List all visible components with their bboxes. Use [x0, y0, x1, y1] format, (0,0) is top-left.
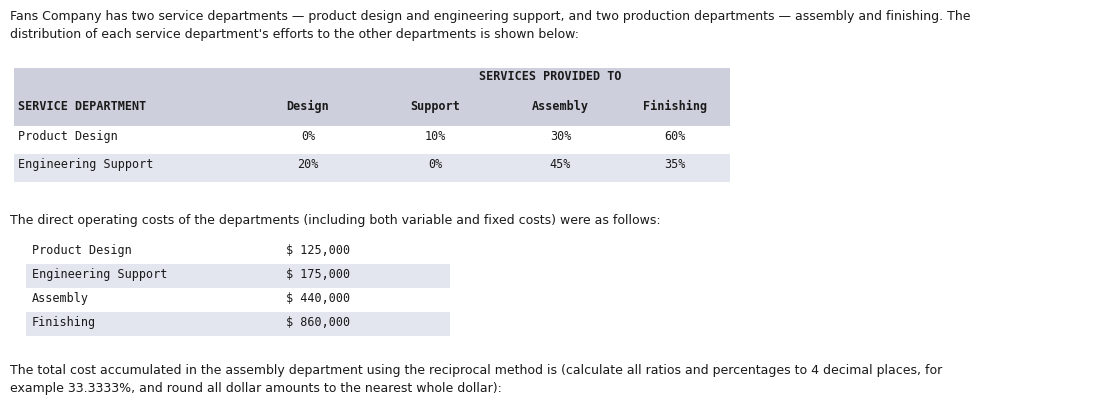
Text: 0%: 0% [428, 158, 442, 171]
Text: example 33.3333%, and round all dollar amounts to the nearest whole dollar):: example 33.3333%, and round all dollar a… [10, 382, 501, 395]
Text: 0%: 0% [301, 130, 315, 143]
Text: 30%: 30% [550, 130, 572, 143]
Text: SERVICES PROVIDED TO: SERVICES PROVIDED TO [478, 70, 621, 83]
Text: Product Design: Product Design [32, 244, 132, 257]
Text: $ 175,000: $ 175,000 [286, 268, 350, 281]
Text: Assembly: Assembly [32, 292, 89, 305]
Text: 20%: 20% [297, 158, 319, 171]
Text: 35%: 35% [665, 158, 686, 171]
Text: 45%: 45% [550, 158, 572, 171]
Text: $ 125,000: $ 125,000 [286, 244, 350, 257]
Text: Finishing: Finishing [32, 316, 97, 329]
Text: Product Design: Product Design [18, 130, 117, 143]
Text: Engineering Support: Engineering Support [18, 158, 154, 171]
Text: Support: Support [410, 100, 461, 113]
Text: Design: Design [286, 100, 329, 113]
Text: Engineering Support: Engineering Support [32, 268, 168, 281]
Text: SERVICE DEPARTMENT: SERVICE DEPARTMENT [18, 100, 146, 113]
Text: 10%: 10% [425, 130, 446, 143]
Text: 60%: 60% [665, 130, 686, 143]
Text: The total cost accumulated in the assembly department using the reciprocal metho: The total cost accumulated in the assemb… [10, 364, 942, 377]
Text: The direct operating costs of the departments (including both variable and fixed: The direct operating costs of the depart… [10, 214, 660, 227]
Text: $ 440,000: $ 440,000 [286, 292, 350, 305]
Text: Assembly: Assembly [532, 100, 589, 113]
Text: Fans Company has two service departments — product design and engineering suppor: Fans Company has two service departments… [10, 10, 971, 23]
Text: distribution of each service department's efforts to the other departments is sh: distribution of each service department'… [10, 28, 579, 41]
Text: Finishing: Finishing [643, 100, 708, 113]
Text: $ 860,000: $ 860,000 [286, 316, 350, 329]
